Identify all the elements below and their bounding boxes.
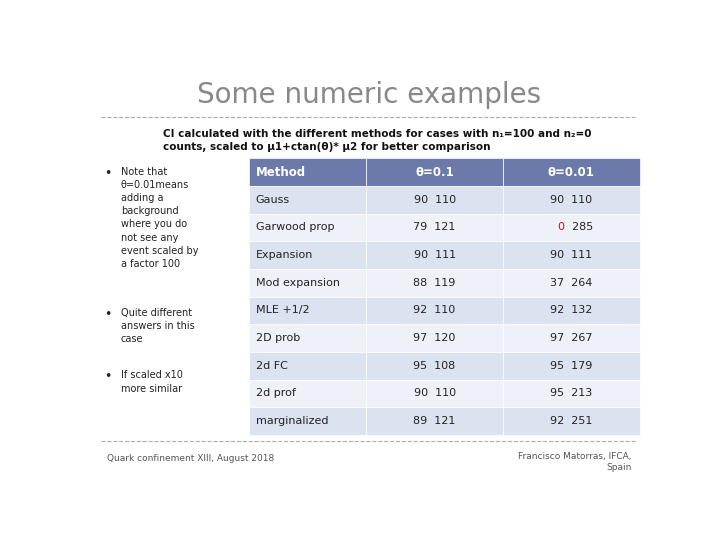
FancyBboxPatch shape: [366, 324, 503, 352]
FancyBboxPatch shape: [249, 407, 366, 435]
Text: •: •: [104, 167, 112, 180]
Text: 37  264: 37 264: [550, 278, 593, 288]
Text: 97  267: 97 267: [550, 333, 593, 343]
Text: MLE +1/2: MLE +1/2: [256, 306, 310, 315]
FancyBboxPatch shape: [366, 269, 503, 296]
FancyBboxPatch shape: [366, 214, 503, 241]
FancyBboxPatch shape: [503, 407, 639, 435]
FancyBboxPatch shape: [249, 186, 366, 214]
Text: 90  110: 90 110: [413, 388, 456, 399]
FancyBboxPatch shape: [503, 214, 639, 241]
FancyBboxPatch shape: [503, 352, 639, 380]
Text: marginalized: marginalized: [256, 416, 328, 426]
Text: 89  121: 89 121: [413, 416, 456, 426]
FancyBboxPatch shape: [503, 380, 639, 407]
Text: 90  111: 90 111: [413, 250, 456, 260]
Text: 92  251: 92 251: [550, 416, 593, 426]
Text: Garwood prop: Garwood prop: [256, 222, 334, 233]
Text: Some numeric examples: Some numeric examples: [197, 82, 541, 110]
Text: •: •: [104, 370, 112, 383]
Text: Note that
θ=0.01means
adding a
background
where you do
not see any
event scaled : Note that θ=0.01means adding a backgroun…: [121, 167, 198, 269]
Text: 95  213: 95 213: [550, 388, 593, 399]
Text: θ=0.01: θ=0.01: [548, 166, 595, 179]
FancyBboxPatch shape: [366, 407, 503, 435]
FancyBboxPatch shape: [249, 352, 366, 380]
FancyBboxPatch shape: [249, 241, 366, 269]
Text: 2d FC: 2d FC: [256, 361, 287, 371]
FancyBboxPatch shape: [503, 269, 639, 296]
FancyBboxPatch shape: [366, 296, 503, 324]
FancyBboxPatch shape: [503, 241, 639, 269]
FancyBboxPatch shape: [249, 158, 366, 186]
Text: Expansion: Expansion: [256, 250, 313, 260]
Text: 2d prof: 2d prof: [256, 388, 296, 399]
FancyBboxPatch shape: [366, 186, 503, 214]
Text: 79  121: 79 121: [413, 222, 456, 233]
Text: 90  110: 90 110: [413, 195, 456, 205]
Text: θ=0.1: θ=0.1: [415, 166, 454, 179]
Text: 97  120: 97 120: [413, 333, 456, 343]
Text: Mod expansion: Mod expansion: [256, 278, 340, 288]
Text: 0: 0: [557, 222, 564, 233]
Text: 92  132: 92 132: [550, 306, 593, 315]
Text: 95  179: 95 179: [550, 361, 593, 371]
FancyBboxPatch shape: [249, 214, 366, 241]
FancyBboxPatch shape: [503, 186, 639, 214]
FancyBboxPatch shape: [366, 380, 503, 407]
Text: 92  110: 92 110: [413, 306, 456, 315]
Text: 285: 285: [564, 222, 593, 233]
Text: Quark confinement XIII, August 2018: Quark confinement XIII, August 2018: [107, 455, 274, 463]
FancyBboxPatch shape: [366, 158, 503, 186]
Text: 90  110: 90 110: [550, 195, 593, 205]
FancyBboxPatch shape: [366, 241, 503, 269]
FancyBboxPatch shape: [249, 269, 366, 296]
FancyBboxPatch shape: [503, 158, 639, 186]
Text: counts, scaled to μ1+ctan(θ)* μ2 for better comparison: counts, scaled to μ1+ctan(θ)* μ2 for bet…: [163, 141, 490, 152]
Text: Francisco Matorras, IFCA,
Spain: Francisco Matorras, IFCA, Spain: [518, 452, 631, 471]
Text: 2D prob: 2D prob: [256, 333, 300, 343]
Text: Quite different
answers in this
case: Quite different answers in this case: [121, 308, 194, 345]
FancyBboxPatch shape: [249, 380, 366, 407]
FancyBboxPatch shape: [503, 324, 639, 352]
Text: 95  108: 95 108: [413, 361, 456, 371]
Text: Method: Method: [256, 166, 306, 179]
FancyBboxPatch shape: [249, 296, 366, 324]
Text: 88  119: 88 119: [413, 278, 456, 288]
FancyBboxPatch shape: [366, 352, 503, 380]
Text: 90  111: 90 111: [550, 250, 593, 260]
Text: •: •: [104, 308, 112, 321]
FancyBboxPatch shape: [503, 296, 639, 324]
Text: Gauss: Gauss: [256, 195, 290, 205]
FancyBboxPatch shape: [249, 324, 366, 352]
Text: If scaled x10
more similar: If scaled x10 more similar: [121, 370, 183, 394]
Text: CI calculated with the different methods for cases with n₁=100 and n₂=0: CI calculated with the different methods…: [163, 129, 591, 139]
